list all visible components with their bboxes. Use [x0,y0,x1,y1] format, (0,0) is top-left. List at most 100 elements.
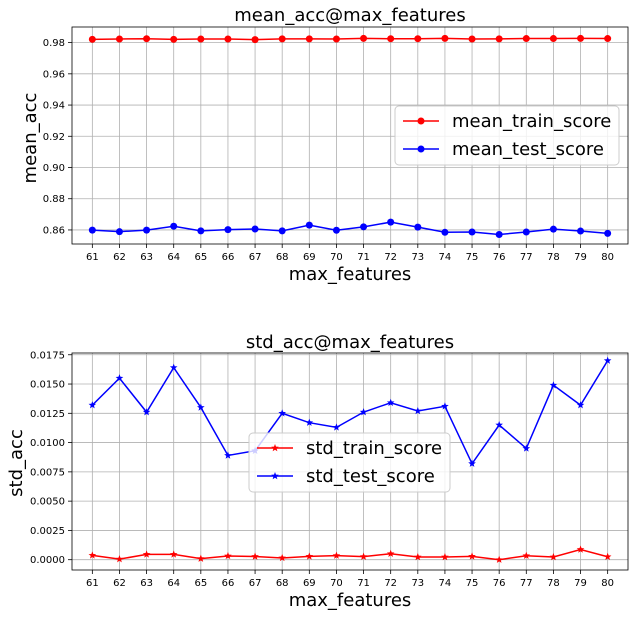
data-point [386,549,395,557]
data-point [88,35,96,43]
series-line [91,360,609,466]
ylabel-mean-acc: mean_acc [20,93,41,184]
y-tick-label: 0.90 [43,163,65,174]
data-point [549,225,557,233]
title-mean-acc: mean_acc@max_features [234,5,465,26]
series-line [92,548,608,561]
data-point [495,555,503,563]
data-point [360,223,368,231]
data-point [197,35,205,43]
series-std_train_score [88,545,612,563]
title-std-acc: std_acc@max_features [246,332,454,353]
data-point [603,356,612,364]
data-point [197,554,205,562]
data-point [360,34,368,42]
legend-marker [417,145,425,153]
data-point [549,381,558,389]
data-point [169,363,178,371]
x-tick-label: 75 [466,252,479,263]
x-tick-label: 66 [222,578,235,589]
x-tick-label: 65 [194,252,207,263]
x-tick-label: 72 [384,578,397,589]
data-point [522,35,530,43]
data-point [170,222,178,230]
data-point [386,398,395,407]
data-point [441,402,449,410]
y-tick-label: 0.0150 [30,380,65,391]
x-tick-label: 68 [276,578,289,589]
y-tick-label: 0.98 [43,38,65,49]
data-point [115,374,124,382]
data-point [305,418,314,426]
data-point [224,226,232,234]
y-tick-label: 0.0000 [30,555,65,566]
x-tick-label: 80 [601,252,614,263]
data-point [278,227,286,235]
x-tick-label: 61 [86,252,99,263]
x-tick-label: 68 [276,252,289,263]
x-tick-label: 80 [601,578,614,589]
data-point [576,401,585,409]
x-tick-label: 73 [411,578,424,589]
x-tick-label: 70 [330,252,343,263]
data-point [305,35,313,43]
data-point [549,35,557,43]
legend-box [394,105,620,166]
y-tick-label: 0.0075 [30,467,65,478]
series-mean_train_score [88,34,612,44]
y-tick-label: 0.0175 [30,350,65,361]
x-tick-label: 78 [547,578,560,589]
data-point [197,227,205,235]
data-point [305,552,314,560]
data-point [603,552,612,560]
x-tick-label: 67 [249,252,262,263]
axes-frame [71,26,629,245]
x-tick-label: 64 [167,252,180,263]
legend-label: mean_test_score [452,139,604,160]
series-std_test_score [88,356,612,467]
data-point [332,226,340,234]
x-tick-label: 78 [547,252,560,263]
data-point [414,35,422,43]
x-tick-label: 79 [574,252,587,263]
y-tick-label: 0.96 [43,69,65,80]
data-point [577,34,585,42]
y-tick-label: 0.0050 [30,497,65,508]
x-tick-label: 63 [140,578,153,589]
xlabel-mean-acc: max_features [289,264,412,285]
x-tick-label: 66 [222,252,235,263]
data-point [115,555,124,563]
data-point [143,226,151,234]
y-tick-label: 0.0125 [30,409,65,420]
x-tick-label: 71 [357,252,370,263]
y-tick-label: 0.86 [43,225,65,236]
data-point [495,35,503,43]
x-tick-label: 69 [303,252,316,263]
x-tick-label: 62 [113,578,126,589]
data-point [251,225,259,233]
data-point [251,552,259,560]
data-point [305,221,313,229]
subplot-std-acc: std_acc@max_features max_features std_ac… [6,332,629,611]
data-point [332,423,341,431]
data-point [278,553,286,562]
data-point [468,552,476,560]
data-point [604,229,612,237]
subplot-mean-acc: mean_acc@max_features max_features mean_… [20,5,629,285]
legend-label: mean_train_score [452,111,611,132]
series-line [92,221,608,236]
data-point [468,459,476,467]
x-tick-label: 74 [439,578,452,589]
data-point [88,401,97,409]
x-tick-label: 72 [384,252,397,263]
x-tick-label: 69 [303,578,316,589]
data-point [332,35,340,43]
x-tick-label: 67 [249,578,262,589]
x-tick-label: 65 [194,578,207,589]
legend-marker [271,444,279,452]
data-point [495,421,503,429]
data-point [224,551,232,560]
data-point [197,403,205,411]
axes-frame [71,352,629,571]
legend-label: std_test_score [306,466,435,487]
